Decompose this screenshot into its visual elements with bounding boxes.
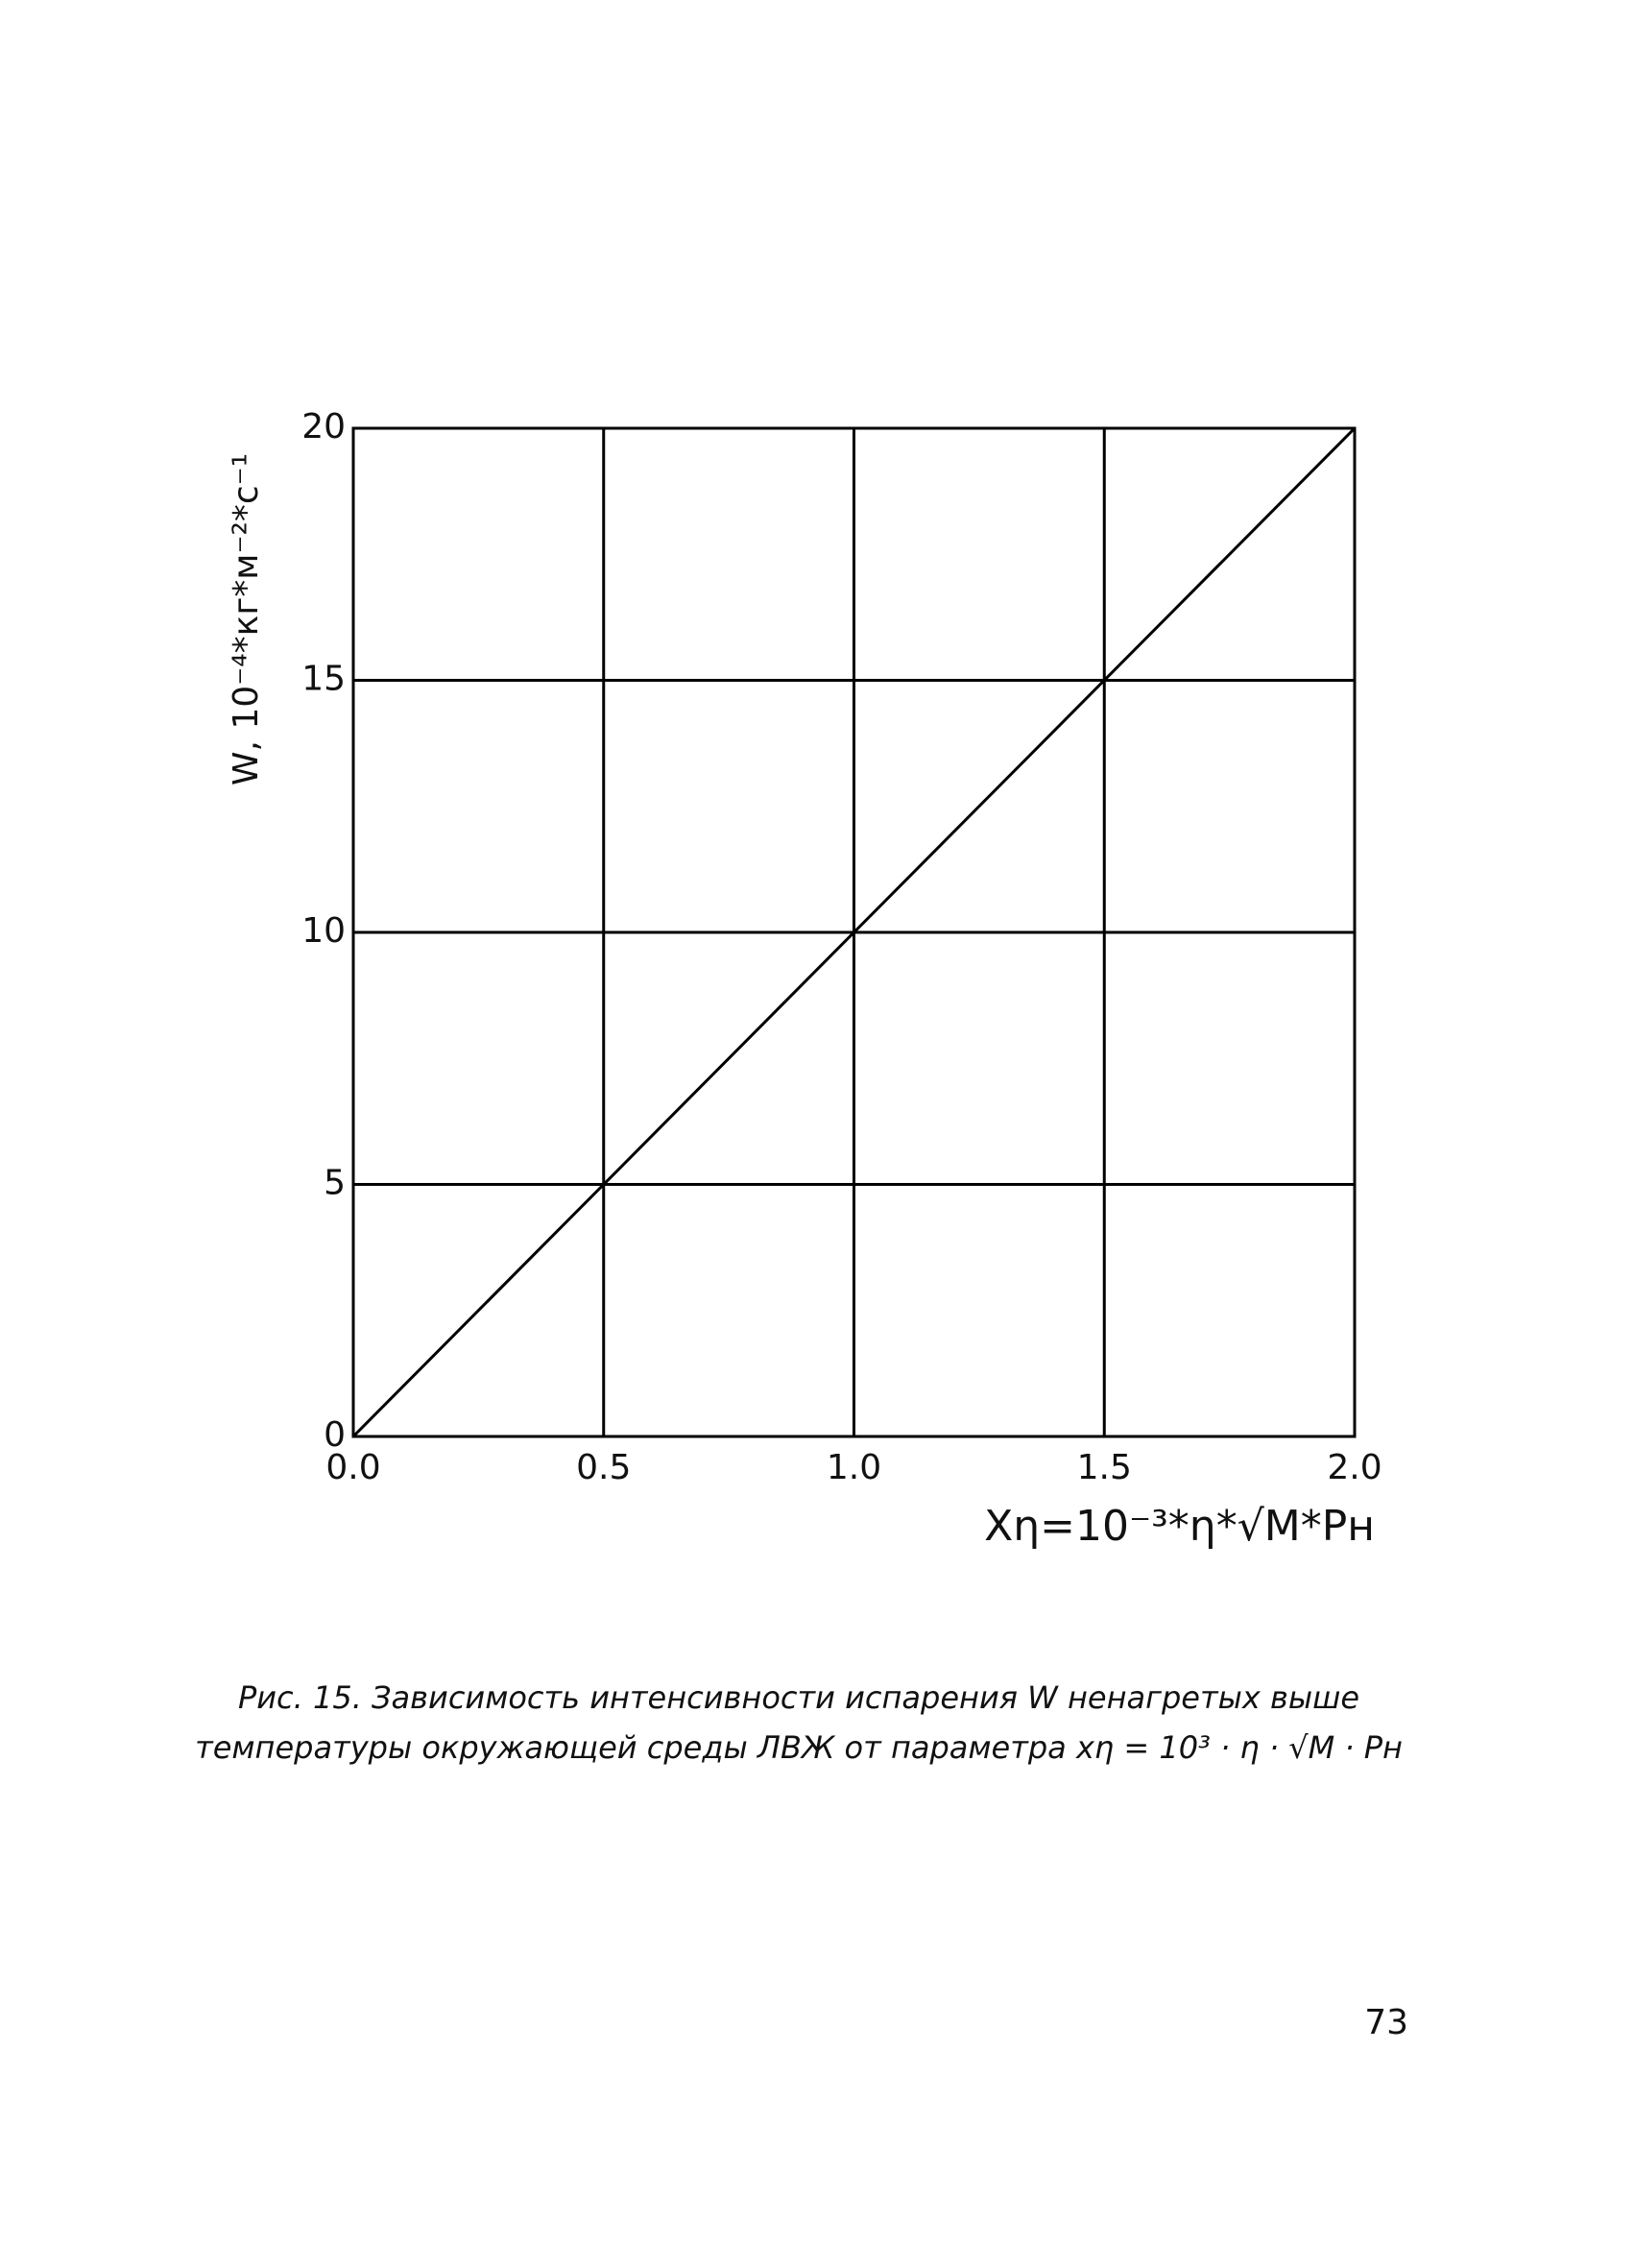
y-tick-label: 20: [301, 407, 346, 446]
caption-line: температуры окружающей среды ЛВЖ от пара…: [195, 1729, 1403, 1766]
y-tick-label: 5: [324, 1164, 346, 1203]
x-tick-label: 0.0: [325, 1448, 380, 1487]
page-number: 73: [1364, 2003, 1408, 2042]
caption-line: Рис. 15. Зависимость интенсивности испар…: [238, 1679, 1359, 1716]
x-tick-label: 1.5: [1077, 1448, 1132, 1487]
x-tick-label: 1.0: [827, 1448, 881, 1487]
y-tick-label: 0: [324, 1415, 346, 1455]
y-tick-label: 15: [301, 660, 346, 699]
y-tick-label: 10: [301, 911, 346, 951]
plot-frame: [351, 426, 1357, 1438]
y-axis-label: W, 10⁻⁴*кг*м⁻²*с⁻¹: [227, 453, 266, 785]
x-tick-label: 0.5: [576, 1448, 631, 1487]
data-line: [351, 426, 1357, 1438]
x-axis-label: Xη=10⁻³*η*√M*Pн: [984, 1502, 1375, 1551]
x-tick-label: 2.0: [1327, 1448, 1382, 1487]
